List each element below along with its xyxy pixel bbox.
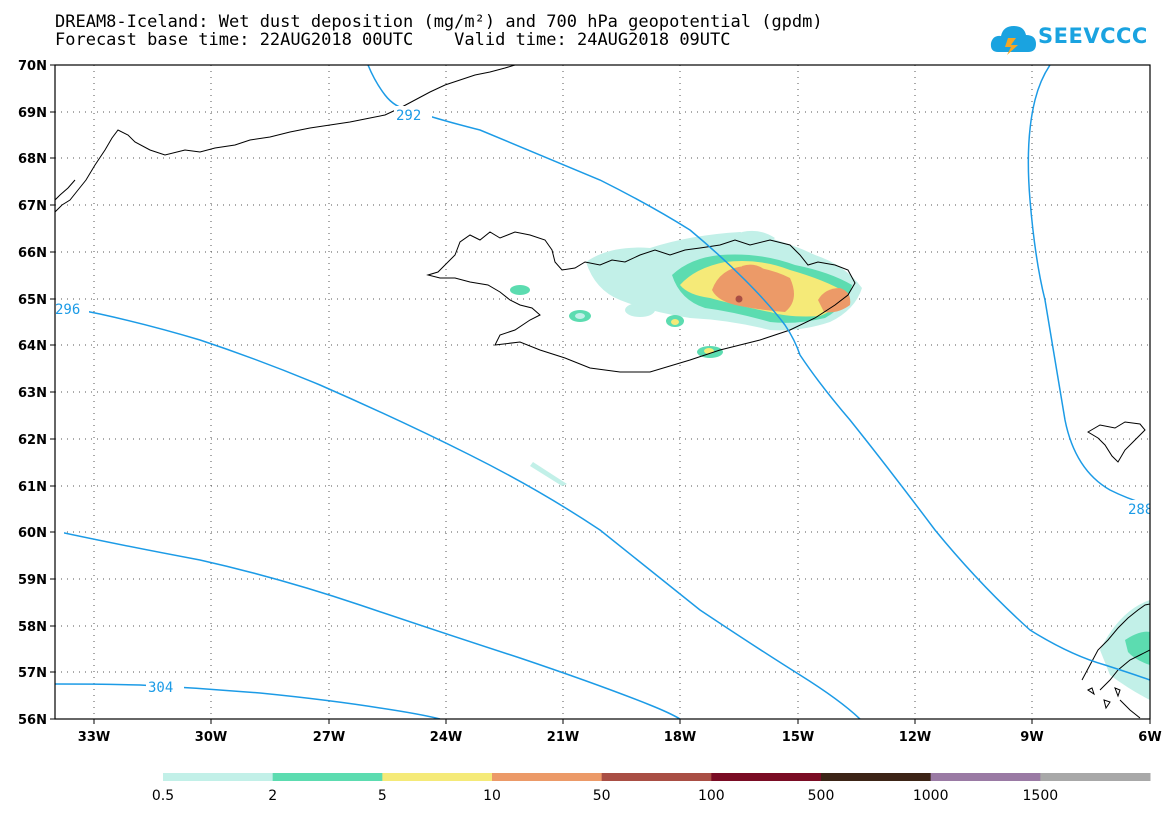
lat-label: 66N <box>18 246 47 261</box>
lat-label: 69N <box>18 106 47 121</box>
dust-area-scotland-2 <box>1125 631 1150 665</box>
contour-300 <box>55 530 681 719</box>
dust-spot-3b <box>671 319 679 325</box>
dust-spot-2b <box>575 313 585 319</box>
contour-296 <box>55 304 861 719</box>
lat-label: 59N <box>18 573 47 588</box>
lat-label: 61N <box>18 480 47 495</box>
lon-label: 33W <box>78 730 110 745</box>
lon-label: 21W <box>547 730 579 745</box>
lat-label: 58N <box>18 620 47 635</box>
map-subtitle: Forecast base time: 22AUG2018 00UTC Vali… <box>55 30 731 50</box>
lon-label: 6W <box>1138 730 1161 745</box>
colorbar-swatch <box>272 773 383 781</box>
colorbar-swatch <box>163 773 274 781</box>
contour-label-296: 296 <box>55 302 80 318</box>
greenland-coastline <box>55 65 516 213</box>
colorbar-swatch <box>601 773 712 781</box>
colorbar: 0.5 2 5 10 50 100 500 1000 1500 <box>152 773 1151 804</box>
colorbar-swatch <box>930 773 1041 781</box>
colorbar-swatch <box>492 773 603 781</box>
lat-label: 56N <box>18 713 47 728</box>
colorbar-label: 1000 <box>913 788 949 804</box>
contour-label-304: 304 <box>148 680 173 696</box>
dust-area-max <box>735 295 743 303</box>
contour-label-292: 292 <box>396 108 421 124</box>
cloud-logo-icon <box>990 26 1036 55</box>
coastlines <box>55 65 1150 719</box>
colorbar-label: 1500 <box>1023 788 1059 804</box>
contour-304 <box>55 683 441 719</box>
tick-marks <box>50 64 1151 724</box>
lon-label: 24W <box>430 730 462 745</box>
lat-label: 65N <box>18 293 47 308</box>
colorbar-swatch <box>1040 773 1151 781</box>
contour-292 <box>367 65 1150 681</box>
lon-label: 27W <box>313 730 345 745</box>
dust-area-light-2 <box>742 230 775 246</box>
lon-label: 15W <box>782 730 814 745</box>
greenland-coastline-2 <box>55 179 76 201</box>
iceland-coastline <box>426 231 856 373</box>
dust-spot-6 <box>530 462 567 486</box>
latitude-labels: 70N 69N 68N 67N 66N 65N 64N 63N 62N 61N … <box>18 59 47 728</box>
seevccc-logo: SEEVCCC <box>990 18 1150 58</box>
lat-label: 62N <box>18 433 47 448</box>
dust-area-orange-2 <box>818 288 851 313</box>
lat-label: 70N <box>18 59 47 74</box>
contour-label-288: 288 <box>1128 502 1153 518</box>
scotland-islands <box>1087 687 1121 710</box>
colorbar-label: 500 <box>808 788 835 804</box>
dust-spot-1 <box>510 285 530 295</box>
dust-spot-5 <box>625 303 655 317</box>
contour-labels: 292 296 300 304 288 <box>55 106 1153 696</box>
map-title: DREAM8-Iceland: Wet dust deposition (mg/… <box>55 12 823 32</box>
lon-label: 12W <box>899 730 931 745</box>
colorbar-label: 2 <box>268 788 277 804</box>
colorbar-swatch <box>821 773 932 781</box>
lon-label: 18W <box>664 730 696 745</box>
colorbar-label: 5 <box>378 788 387 804</box>
scotland-coastline <box>1081 603 1150 719</box>
colorbar-label: 0.5 <box>152 788 174 804</box>
logo-text: SEEVCCC <box>1038 24 1148 48</box>
lon-label: 30W <box>195 730 227 745</box>
lat-label: 60N <box>18 526 47 541</box>
contour-288 <box>1027 65 1150 506</box>
geopotential-contours <box>55 65 1150 719</box>
lat-label: 57N <box>18 666 47 681</box>
dust-area-orange-3 <box>742 264 765 277</box>
colorbar-label: 10 <box>483 788 501 804</box>
dust-spot-4b <box>704 348 714 354</box>
colorbar-swatch <box>382 773 493 781</box>
colorbar-label: 100 <box>698 788 725 804</box>
dust-deposition-field <box>510 230 1150 700</box>
lat-label: 64N <box>18 339 47 354</box>
longitude-labels: 33W 30W 27W 24W 21W 18W 15W 12W 9W 6W <box>78 730 1162 745</box>
lat-label: 67N <box>18 199 47 214</box>
lon-label: 9W <box>1020 730 1043 745</box>
grid-lines <box>55 65 1150 719</box>
colorbar-swatch <box>711 773 822 781</box>
lat-label: 63N <box>18 386 47 401</box>
colorbar-label: 50 <box>593 788 611 804</box>
faroe-coastline <box>1087 421 1146 463</box>
lat-label: 68N <box>18 152 47 167</box>
